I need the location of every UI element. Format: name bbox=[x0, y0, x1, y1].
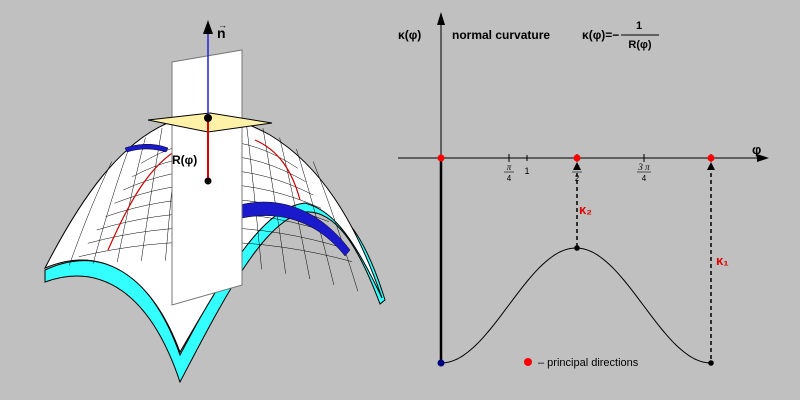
mesh-line bbox=[279, 137, 311, 280]
normal-label-arrow: → bbox=[218, 20, 227, 30]
section-curve-left bbox=[107, 147, 181, 251]
formula-numerator: 1 bbox=[636, 20, 642, 32]
kappa2-label: κ₂ bbox=[579, 202, 592, 217]
y-axis-label: κ(φ) bbox=[398, 28, 421, 42]
x-axis-arrowhead bbox=[757, 154, 769, 162]
x-axis-label: φ bbox=[752, 142, 761, 157]
kappa2-arrowhead bbox=[573, 162, 581, 170]
mesh-line bbox=[68, 161, 113, 266]
formula-denominator: R(φ) bbox=[628, 39, 651, 51]
mesh-line bbox=[245, 120, 262, 270]
kappa1-arrowhead bbox=[707, 162, 715, 170]
tick-label-3pi4-num: 3 π bbox=[637, 162, 650, 172]
normal-label: n bbox=[217, 25, 226, 41]
formula-lhs: κ(φ)=− bbox=[582, 28, 619, 42]
tangent-plane bbox=[147, 112, 273, 133]
curve-min-point-right bbox=[708, 360, 714, 366]
mesh-line bbox=[92, 148, 129, 264]
mesh-line bbox=[116, 137, 146, 263]
tick-label-3pi4-den: 4 bbox=[642, 174, 647, 183]
tick-label-pi4-den: 4 bbox=[507, 174, 512, 183]
kappa1-label: κ₁ bbox=[716, 253, 729, 268]
legend-label: – principal directions bbox=[538, 357, 639, 369]
tick-label-pi4-num: π bbox=[507, 162, 512, 172]
normal-section-ribbon bbox=[44, 199, 386, 384]
curve-max-point bbox=[574, 245, 580, 251]
principal-direction-point-pi2 bbox=[573, 154, 581, 162]
principal-curve-right bbox=[239, 201, 351, 257]
tick-label-pi2-den: 2 bbox=[575, 174, 580, 183]
mesh-line bbox=[296, 148, 335, 286]
curvature-curve bbox=[440, 247, 712, 364]
principal-direction-point-0 bbox=[437, 154, 445, 162]
legend-marker bbox=[524, 358, 532, 366]
curvature-center bbox=[204, 177, 212, 185]
tick-label-one: 1 bbox=[524, 166, 529, 176]
graph-title: normal curvature bbox=[452, 28, 550, 42]
mesh-line bbox=[312, 161, 359, 292]
surface-illustration: n → R(φ) bbox=[43, 20, 386, 384]
section-curve-right bbox=[254, 139, 301, 201]
curve-min-point-left bbox=[437, 359, 445, 367]
mesh-line bbox=[141, 128, 163, 261]
normal-vector-arrowhead bbox=[203, 20, 213, 34]
surface-point bbox=[204, 114, 212, 122]
curvature-graph: κ(φ) φ normal curvature κ(φ)=− 1 R(φ) π … bbox=[398, 12, 769, 369]
mesh-line bbox=[262, 128, 286, 274]
principal-curve-left bbox=[124, 144, 169, 153]
y-axis-arrowhead bbox=[437, 12, 445, 25]
radius-label: R(φ) bbox=[172, 153, 197, 167]
principal-direction-point-pi bbox=[707, 154, 715, 162]
